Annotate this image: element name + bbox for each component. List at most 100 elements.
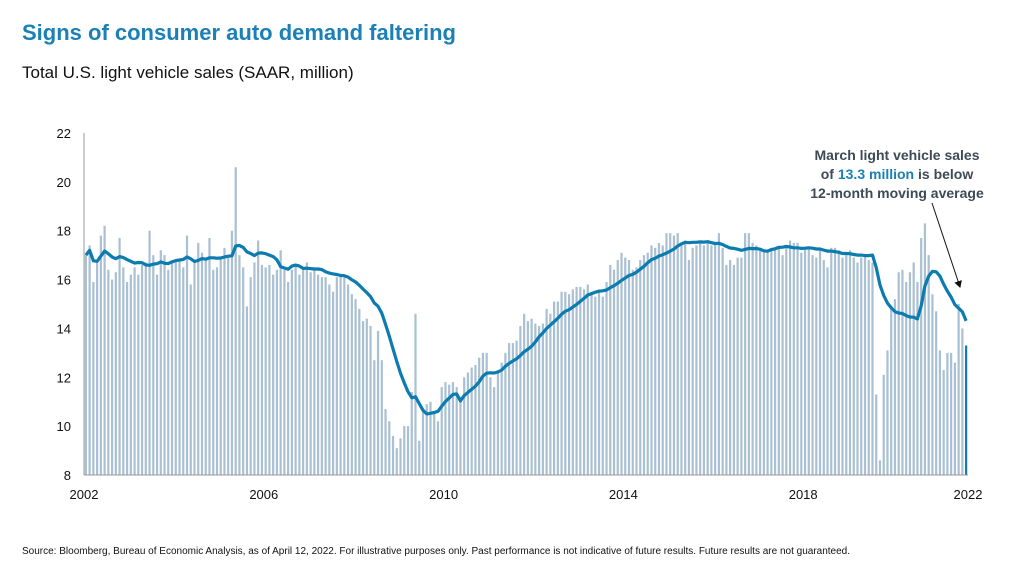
bar — [590, 291, 593, 475]
bar — [935, 311, 938, 475]
bar — [684, 240, 687, 475]
bar — [556, 301, 559, 475]
bar — [552, 301, 556, 475]
bar — [174, 260, 177, 475]
bar — [605, 282, 608, 475]
bar — [721, 247, 724, 475]
bar — [744, 233, 747, 475]
bar — [676, 233, 679, 475]
bar — [912, 262, 915, 475]
bar — [481, 352, 485, 475]
bar — [597, 289, 601, 475]
bar — [699, 242, 702, 475]
chart-title: Signs of consumer auto demand faltering — [22, 20, 456, 45]
bar — [669, 233, 672, 475]
bar — [961, 328, 964, 475]
bar — [920, 238, 923, 475]
x-tick-label: 2014 — [609, 487, 638, 502]
x-tick-label: 2002 — [70, 487, 99, 502]
bar — [706, 240, 709, 475]
bar — [148, 230, 151, 475]
bar — [511, 343, 514, 475]
bar — [418, 440, 421, 475]
bar — [661, 245, 664, 475]
bar — [631, 269, 634, 475]
bar — [125, 282, 129, 475]
bar — [230, 230, 234, 475]
bar — [833, 247, 837, 475]
bar — [788, 240, 792, 475]
bar — [114, 272, 117, 475]
bar — [459, 396, 462, 475]
bar — [856, 262, 859, 475]
bar — [530, 318, 533, 475]
bar — [549, 313, 552, 475]
bar — [309, 272, 312, 475]
bar — [639, 260, 642, 475]
bar — [283, 269, 286, 475]
y-tick-label: 20 — [57, 175, 71, 190]
bar — [346, 284, 350, 475]
bar — [99, 235, 102, 475]
bar — [163, 255, 166, 475]
bar — [470, 367, 473, 475]
y-tick-label: 18 — [57, 224, 71, 239]
bar — [740, 257, 743, 475]
annotation-arrow — [931, 202, 962, 288]
bar — [361, 321, 365, 475]
bar — [305, 262, 308, 475]
x-tick-label: 2018 — [789, 487, 818, 502]
bar — [193, 262, 196, 475]
bar — [384, 409, 387, 475]
bar — [560, 291, 563, 475]
bar — [837, 250, 840, 475]
bar — [882, 374, 885, 475]
bar — [770, 247, 773, 475]
annotation-text: of — [820, 166, 838, 182]
bar — [946, 352, 949, 475]
bar — [223, 247, 226, 475]
bar — [466, 372, 470, 475]
bar — [399, 438, 402, 475]
bar — [938, 350, 942, 475]
bar — [391, 435, 395, 475]
bar — [616, 260, 619, 475]
bar — [953, 362, 956, 475]
bar — [331, 291, 335, 475]
bar — [436, 421, 440, 475]
bar — [538, 325, 541, 475]
bar — [541, 323, 544, 475]
x-tick-label: 2006 — [249, 487, 278, 502]
bar — [691, 247, 694, 475]
bar — [759, 250, 762, 475]
bar — [657, 242, 661, 475]
bar — [410, 391, 413, 475]
bar — [672, 235, 676, 475]
chart-subtitle: Total U.S. light vehicle sales (SAAR, mi… — [22, 63, 354, 82]
bar — [545, 308, 548, 475]
bar — [523, 313, 526, 475]
bar — [328, 284, 331, 475]
source-note: Source: Bloomberg, Bureau of Economic An… — [22, 546, 851, 557]
bar — [92, 282, 95, 475]
bar — [680, 242, 683, 475]
bar — [189, 284, 192, 475]
bar — [905, 282, 908, 475]
bar — [219, 257, 222, 475]
bar — [478, 357, 481, 475]
moving-average-line — [84, 240, 968, 416]
bar — [519, 325, 522, 475]
bar — [950, 352, 953, 475]
bar — [654, 247, 657, 475]
bar — [886, 350, 889, 475]
bar — [272, 274, 275, 475]
bar — [534, 323, 537, 475]
bar — [564, 291, 567, 475]
bar — [732, 264, 735, 475]
bar — [485, 352, 488, 475]
bar — [811, 255, 814, 475]
bar — [107, 269, 110, 475]
bar — [815, 257, 818, 475]
bar — [500, 362, 503, 475]
